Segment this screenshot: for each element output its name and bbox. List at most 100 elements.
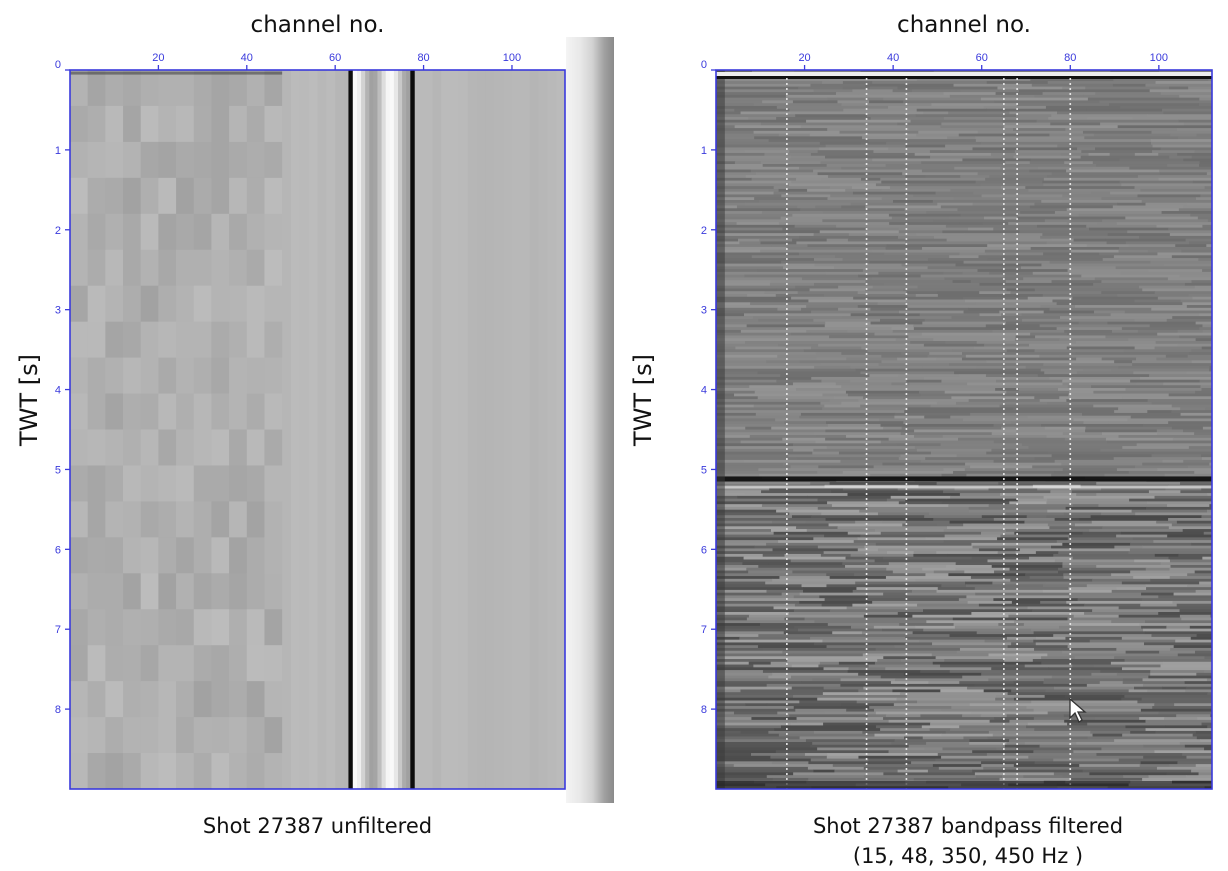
noise-segment bbox=[716, 725, 782, 729]
noise-segment bbox=[716, 753, 752, 757]
noise-segment bbox=[852, 589, 913, 594]
noise-segment bbox=[1041, 263, 1073, 267]
noise-cell bbox=[70, 681, 89, 718]
noise-segment bbox=[1117, 293, 1189, 298]
noise-segment bbox=[1166, 772, 1200, 776]
caption-filtered: Shot 27387 bandpass filtered (15, 48, 35… bbox=[813, 811, 1123, 871]
noise-segment bbox=[1068, 587, 1118, 591]
noise-segment bbox=[875, 725, 923, 729]
noise-segment bbox=[758, 565, 846, 569]
noise-segment bbox=[966, 595, 1019, 599]
noise-cell bbox=[229, 501, 248, 538]
y-tick-label: 3 bbox=[55, 305, 61, 317]
noise-cell bbox=[140, 501, 159, 538]
noise-cell bbox=[246, 681, 265, 718]
noise-cell bbox=[70, 321, 89, 359]
trace-band bbox=[402, 70, 407, 789]
noise-segment bbox=[716, 318, 759, 323]
noise-segment bbox=[716, 567, 747, 571]
noise-segment bbox=[804, 753, 828, 757]
noise-cell bbox=[158, 609, 177, 646]
trace-band bbox=[369, 70, 374, 789]
noise-segment bbox=[716, 105, 778, 110]
y-tick-label: 6 bbox=[55, 544, 61, 556]
noise-segment bbox=[920, 459, 995, 464]
noise-segment bbox=[958, 437, 1066, 441]
noise-segment bbox=[869, 706, 952, 710]
noise-segment bbox=[1163, 263, 1213, 267]
noise-segment bbox=[953, 83, 975, 87]
noise-segment bbox=[941, 379, 997, 383]
noise-segment bbox=[716, 230, 821, 234]
noise-segment bbox=[716, 175, 747, 179]
noise-cell bbox=[158, 501, 177, 538]
noise-segment bbox=[1013, 128, 1066, 132]
noise-segment bbox=[975, 302, 1058, 306]
noise-segment bbox=[778, 540, 855, 544]
noise-segment bbox=[935, 357, 963, 361]
noise-segment bbox=[937, 753, 988, 757]
y-tick-label: 0 bbox=[55, 59, 61, 71]
noise-segment bbox=[716, 144, 827, 148]
noise-cell bbox=[246, 537, 265, 574]
trace-streak bbox=[335, 70, 345, 789]
noise-segment bbox=[1066, 169, 1160, 173]
noise-segment bbox=[993, 440, 1108, 444]
noise-cell bbox=[211, 501, 230, 538]
noise-segment bbox=[861, 136, 948, 140]
noise-segment bbox=[813, 318, 881, 323]
noise-segment bbox=[1129, 166, 1213, 170]
noise-segment bbox=[808, 777, 889, 782]
noise-segment bbox=[814, 365, 851, 370]
noise-segment bbox=[957, 407, 1014, 411]
noise-segment bbox=[971, 711, 1049, 715]
noise-segment bbox=[943, 271, 963, 276]
noise-segment bbox=[1026, 725, 1126, 729]
noise-segment bbox=[1209, 368, 1213, 372]
noise-segment bbox=[716, 111, 742, 115]
noise-segment bbox=[716, 584, 803, 588]
noise-segment bbox=[1181, 617, 1213, 621]
noise-cell bbox=[193, 357, 212, 395]
noise-segment bbox=[1154, 750, 1212, 754]
noise-segment bbox=[1133, 371, 1188, 375]
noise-segment bbox=[1044, 219, 1072, 223]
noise-segment bbox=[1115, 266, 1213, 270]
noise-cell bbox=[158, 285, 177, 323]
noise-segment bbox=[1121, 697, 1143, 701]
noise-segment bbox=[775, 750, 890, 754]
noise-segment bbox=[1010, 578, 1093, 582]
noise-segment bbox=[1009, 719, 1065, 724]
noise-segment bbox=[943, 490, 1051, 494]
noise-segment bbox=[716, 553, 764, 558]
noise-segment bbox=[907, 407, 959, 411]
noise-segment bbox=[806, 119, 912, 123]
noise-segment bbox=[1200, 385, 1213, 389]
noise-segment bbox=[911, 89, 961, 93]
noise-segment bbox=[1120, 105, 1213, 110]
noise-cell bbox=[70, 537, 89, 574]
noise-segment bbox=[1139, 623, 1213, 627]
noise-segment bbox=[716, 202, 746, 206]
noise-segment bbox=[955, 567, 1011, 571]
noise-cell bbox=[211, 321, 230, 359]
noise-segment bbox=[751, 717, 798, 721]
noise-segment bbox=[858, 672, 905, 677]
noise-segment bbox=[1000, 670, 1101, 674]
noise-segment bbox=[1195, 589, 1213, 594]
noise-segment bbox=[1019, 230, 1128, 234]
noise-segment bbox=[1045, 105, 1121, 110]
noise-segment bbox=[1150, 670, 1205, 674]
noise-segment bbox=[1028, 446, 1123, 450]
noise-segment bbox=[716, 224, 796, 229]
noise-cell bbox=[193, 717, 212, 754]
noise-segment bbox=[999, 777, 1071, 782]
noise-segment bbox=[841, 352, 902, 356]
noise-cell bbox=[123, 573, 142, 610]
noise-segment bbox=[827, 623, 900, 627]
noise-segment bbox=[786, 246, 887, 251]
noise-segment bbox=[1169, 233, 1213, 237]
noise-segment bbox=[1156, 224, 1203, 229]
noise-segment bbox=[716, 249, 761, 253]
noise-segment bbox=[1143, 744, 1186, 748]
